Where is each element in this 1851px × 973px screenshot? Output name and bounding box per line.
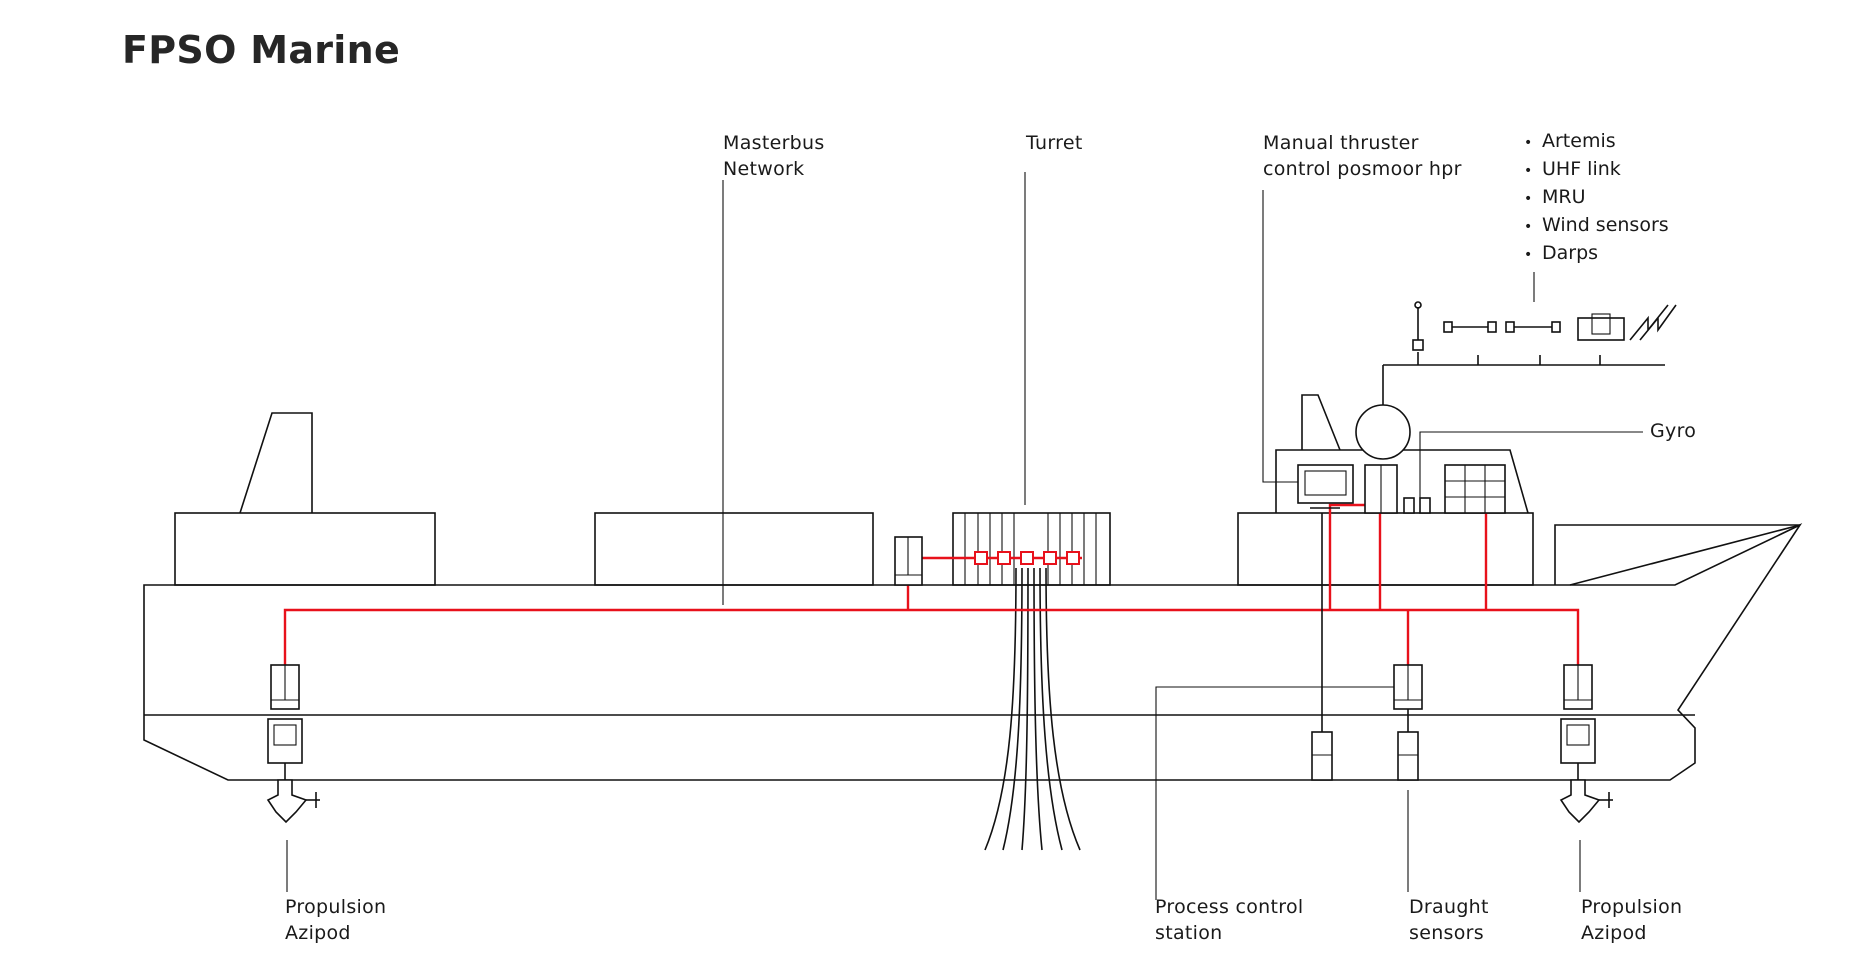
manual-thruster-label-line2: control posmoor hpr (1263, 158, 1462, 180)
sensor-list: Artemis UHF link MRU Wind sensors Darps (1524, 128, 1669, 268)
manual-thruster-label: Manual thruster control posmoor hpr (1263, 130, 1462, 182)
propulsion-equipment-right (1559, 664, 1613, 824)
aft-superstructure (174, 412, 436, 586)
masterbus-network-label: Masterbus Network (723, 130, 825, 182)
gyro-label: Gyro (1650, 418, 1696, 444)
sensor-list-item: Darps (1524, 240, 1669, 268)
turret-label: Turret (1026, 130, 1083, 156)
process-control-label: Process control station (1155, 894, 1303, 946)
turret (952, 512, 1111, 586)
bridge-equipment (1297, 464, 1506, 514)
sensor-list-item: MRU (1524, 184, 1669, 212)
manual-thruster-label-line1: Manual thruster (1263, 132, 1419, 154)
risers (984, 567, 1081, 851)
process-control-label-line2: station (1155, 922, 1223, 944)
network-cabinet-turret (894, 536, 923, 586)
deck-module (594, 512, 874, 586)
masterbus-network-lines (283, 503, 1580, 665)
hull (143, 523, 1803, 781)
propulsion-left-label-line2: Azipod (285, 922, 351, 944)
gyro-label-text: Gyro (1650, 420, 1697, 442)
turret-label-text: Turret (1026, 132, 1083, 154)
draught-sensors-label: Draught sensors (1409, 894, 1489, 946)
sensor-list-item: Artemis (1524, 128, 1669, 156)
propulsion-right-label-line1: Propulsion (1581, 896, 1683, 918)
sensor-list-item: UHF link (1524, 156, 1669, 184)
propulsion-left-label-line1: Propulsion (285, 896, 387, 918)
draught-label-line2: sensors (1409, 922, 1484, 944)
sensor-list-item: Wind sensors (1524, 212, 1669, 240)
draught-label-line1: Draught (1409, 896, 1489, 918)
propulsion-left-label: Propulsion Azipod (285, 894, 386, 946)
propulsion-right-label-line2: Azipod (1581, 922, 1647, 944)
mast-sensor-bar (1382, 301, 1677, 405)
page-title: FPSO Marine (122, 28, 401, 72)
propulsion-right-label: Propulsion Azipod (1581, 894, 1682, 946)
propulsion-equipment-left (266, 664, 320, 824)
masterbus-label-line1: Masterbus (723, 132, 825, 154)
masterbus-label-line2: Network (723, 158, 805, 180)
process-control-label-line1: Process control (1155, 896, 1304, 918)
process-and-draught-equipment (1311, 513, 1423, 781)
leader-lines (286, 172, 1643, 900)
